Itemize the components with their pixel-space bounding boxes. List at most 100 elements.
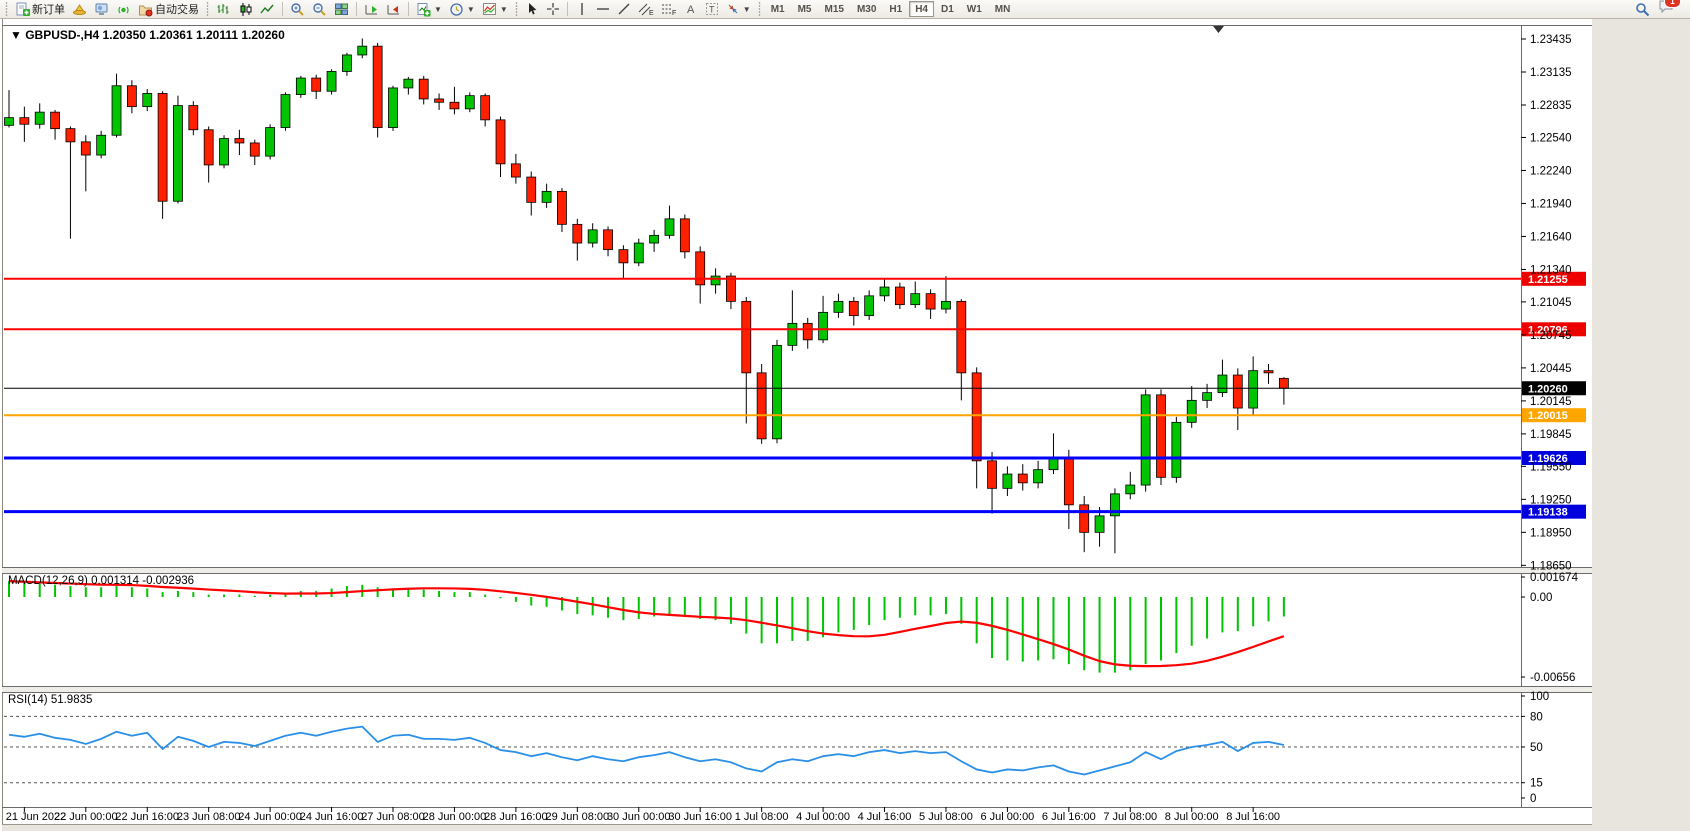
- date-tick-label[interactable]: 4 Jul 00:00: [796, 811, 850, 823]
- chart-shift-marker[interactable]: [1213, 26, 1224, 33]
- signals-button[interactable]: [113, 1, 134, 18]
- timeframe-h4[interactable]: H4: [909, 1, 934, 17]
- new-chart-button[interactable]: ▼: [413, 1, 445, 18]
- candle: [480, 93, 491, 127]
- candle: [1094, 507, 1105, 547]
- candle: [802, 317, 813, 349]
- date-tick-label[interactable]: 1 Jul 08:00: [735, 811, 789, 823]
- timeframe-d1[interactable]: D1: [935, 1, 960, 17]
- date-tick-label[interactable]: 23 Jun 08:00: [177, 811, 241, 823]
- text-label-button[interactable]: T: [702, 1, 722, 18]
- expert-advisors-button[interactable]: [69, 1, 90, 18]
- channel-button[interactable]: E: [635, 1, 657, 18]
- arrows-button[interactable]: ▼: [723, 1, 754, 18]
- indicators-button[interactable]: ▼: [479, 1, 511, 18]
- text-button[interactable]: A: [681, 1, 701, 18]
- rsi-line: [8, 725, 1285, 776]
- date-tick-label[interactable]: 8 Jul 16:00: [1226, 811, 1280, 823]
- zoom-in-icon: [291, 2, 304, 16]
- timeframe-h1[interactable]: H1: [883, 1, 908, 17]
- candle-body-bear: [526, 176, 537, 203]
- price-tick-label: 1.22540: [1530, 132, 1572, 144]
- toolbar-grip[interactable]: [4, 2, 9, 16]
- timeframe-m1[interactable]: M1: [765, 1, 791, 17]
- date-tick-label[interactable]: 22 Jun 00:00: [54, 811, 118, 823]
- chart-window: 1.21255 1.20796 1.20260 1.20015 1.19626 1.191…: [0, 19, 1690, 831]
- timeframe-mn[interactable]: MN: [989, 1, 1017, 17]
- pane-splitter[interactable]: [2, 687, 1592, 692]
- date-tick-label[interactable]: 4 Jul 16:00: [858, 811, 912, 823]
- trendline-button[interactable]: [614, 1, 634, 18]
- cursor-button[interactable]: [522, 1, 542, 18]
- candle: [1232, 368, 1243, 431]
- timeframe-m30[interactable]: M30: [851, 1, 882, 17]
- candle-body-bull: [295, 77, 306, 95]
- new-order-label: 新订单: [32, 4, 65, 16]
- candle: [848, 296, 859, 326]
- date-tick-label[interactable]: 6 Jul 16:00: [1042, 811, 1096, 823]
- zoom-in-button[interactable]: [287, 1, 308, 18]
- zoom-out-button[interactable]: [309, 1, 330, 18]
- vertical-line-button[interactable]: [572, 1, 592, 18]
- timeframe-m15[interactable]: M15: [819, 1, 850, 17]
- chart-canvas[interactable]: 1.21255 1.20796 1.20260 1.20015 1.19626 1.191…: [0, 19, 1690, 831]
- autoscroll-button[interactable]: [361, 1, 382, 18]
- periods-button[interactable]: ▼: [446, 1, 478, 18]
- date-tick-label[interactable]: 24 Jun 16:00: [300, 811, 364, 823]
- date-tick-label[interactable]: 5 Jul 08:00: [919, 811, 973, 823]
- toolbar-grip[interactable]: [205, 2, 210, 16]
- candle: [526, 171, 537, 216]
- candle-body-bear: [802, 322, 813, 341]
- date-tick-label[interactable]: 29 Jun 08:00: [546, 811, 610, 823]
- fibonacci-button[interactable]: F: [658, 1, 680, 18]
- toolbar-separator: [408, 2, 409, 16]
- candle-body-bull: [111, 85, 122, 136]
- toolbar-separator: [356, 2, 357, 16]
- chat-button[interactable]: 1: [1658, 0, 1681, 19]
- new-chart-icon: [417, 2, 431, 16]
- date-tick-label[interactable]: 30 Jun 16:00: [668, 811, 732, 823]
- macd-axis-label: 0.001674: [1530, 572, 1579, 584]
- candle-body-bull: [1248, 370, 1259, 409]
- symbol-info-line: ▼ GBPUSD-,H4 1.20350 1.20361 1.20111 1.2…: [10, 28, 285, 42]
- horizontal-line-button[interactable]: [593, 1, 613, 18]
- metaeditor-button[interactable]: [91, 1, 112, 18]
- autotrade-button[interactable]: 自动交易: [135, 1, 202, 18]
- rsi-axis-label: 80: [1530, 711, 1543, 723]
- date-tick-label[interactable]: 8 Jul 00:00: [1165, 811, 1219, 823]
- toolbar-grip[interactable]: [513, 2, 519, 16]
- date-tick-label[interactable]: 6 Jul 00:00: [980, 811, 1034, 823]
- timeframe-w1[interactable]: W1: [961, 1, 988, 17]
- tile-windows-button[interactable]: [331, 1, 352, 18]
- candle-body-bull: [388, 87, 398, 128]
- date-tick-label[interactable]: 30 Jun 00:00: [607, 811, 671, 823]
- toolbar-grip[interactable]: [756, 2, 762, 16]
- arrows-icon: [728, 4, 738, 14]
- date-tick-label[interactable]: 28 Jun 16:00: [484, 811, 548, 823]
- date-tick-label[interactable]: 28 Jun 00:00: [423, 811, 487, 823]
- date-tick-label[interactable]: 7 Jul 08:00: [1103, 811, 1157, 823]
- bar-chart-button[interactable]: [213, 1, 234, 18]
- date-tick-label[interactable]: 21 Jun 2022: [6, 811, 67, 823]
- candle: [1110, 488, 1120, 554]
- candlestick-button[interactable]: [235, 1, 256, 18]
- line-chart-button[interactable]: [257, 1, 278, 18]
- date-tick-label[interactable]: 24 Jun 00:00: [238, 811, 302, 823]
- candle: [510, 153, 521, 184]
- crosshair-button[interactable]: [543, 1, 563, 18]
- date-tick-label[interactable]: 27 Jun 08:00: [361, 811, 425, 823]
- candle: [1248, 356, 1259, 415]
- candle-body-bull: [1110, 493, 1120, 517]
- search-icon[interactable]: [1635, 2, 1650, 17]
- candle: [710, 268, 721, 294]
- candle-body-bear: [80, 141, 91, 156]
- svg-text:A: A: [687, 4, 695, 16]
- price-badge-bg: [1522, 381, 1586, 396]
- price-tick-label: 1.18650: [1530, 560, 1572, 572]
- candle: [173, 95, 183, 204]
- new-order-button[interactable]: 新订单: [12, 1, 68, 18]
- date-tick-label[interactable]: 22 Jun 16:00: [115, 811, 179, 823]
- timeframe-m5[interactable]: M5: [792, 1, 818, 17]
- pane-splitter[interactable]: [2, 568, 1592, 573]
- chart-shift-button[interactable]: [383, 1, 404, 18]
